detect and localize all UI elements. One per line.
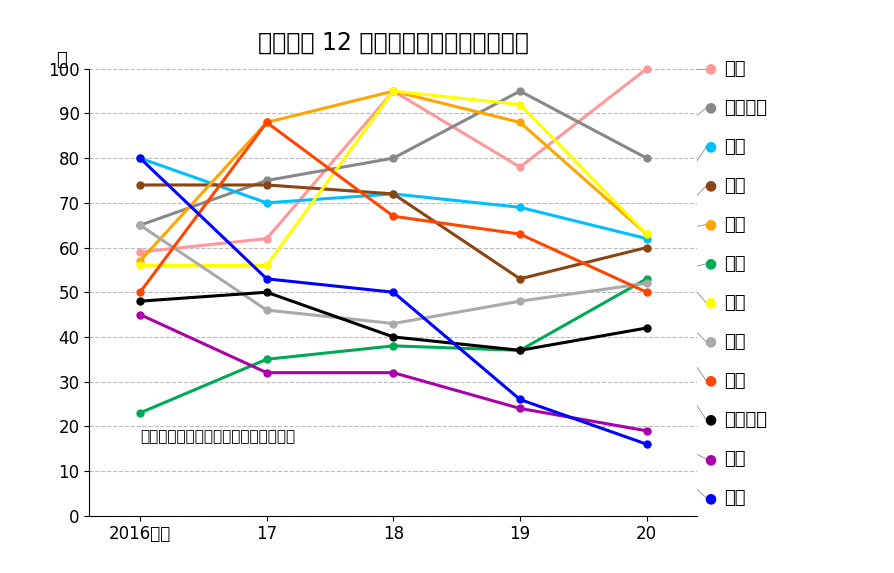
Text: 奈良: 奈良 — [724, 333, 746, 351]
Text: 生駒: 生駒 — [724, 489, 746, 507]
Text: ●: ● — [704, 257, 717, 271]
Text: 天理: 天理 — [724, 177, 746, 195]
Text: 御所: 御所 — [724, 138, 746, 156]
Text: ●: ● — [704, 335, 717, 349]
Text: 橿原: 橿原 — [724, 450, 746, 468]
Text: 宇陀: 宇陀 — [724, 372, 746, 390]
Text: 香芝: 香芝 — [724, 255, 746, 273]
Text: 桜井: 桜井 — [724, 216, 746, 234]
Text: 大和高田: 大和高田 — [724, 99, 767, 117]
Text: 五條: 五條 — [724, 60, 746, 78]
Text: ●: ● — [704, 374, 717, 388]
Text: ％: ％ — [56, 51, 67, 69]
Text: ●: ● — [704, 62, 717, 76]
Text: ●: ● — [704, 452, 717, 466]
Text: 各市の資料を基に「奈良の声」が作成: 各市の資料を基に「奈良の声」が作成 — [140, 429, 295, 444]
Text: ●: ● — [704, 491, 717, 505]
Text: ●: ● — [704, 413, 717, 427]
Text: ●: ● — [704, 140, 717, 154]
Text: ●: ● — [704, 101, 717, 115]
Text: ●: ● — [704, 218, 717, 232]
Text: ●: ● — [704, 179, 717, 193]
Text: ●: ● — [704, 296, 717, 310]
Title: 奈良県内 12 市の生活保護の申請率推移: 奈良県内 12 市の生活保護の申請率推移 — [258, 30, 528, 54]
Text: 大和郡山: 大和郡山 — [724, 411, 767, 429]
Text: 葛城: 葛城 — [724, 294, 746, 312]
